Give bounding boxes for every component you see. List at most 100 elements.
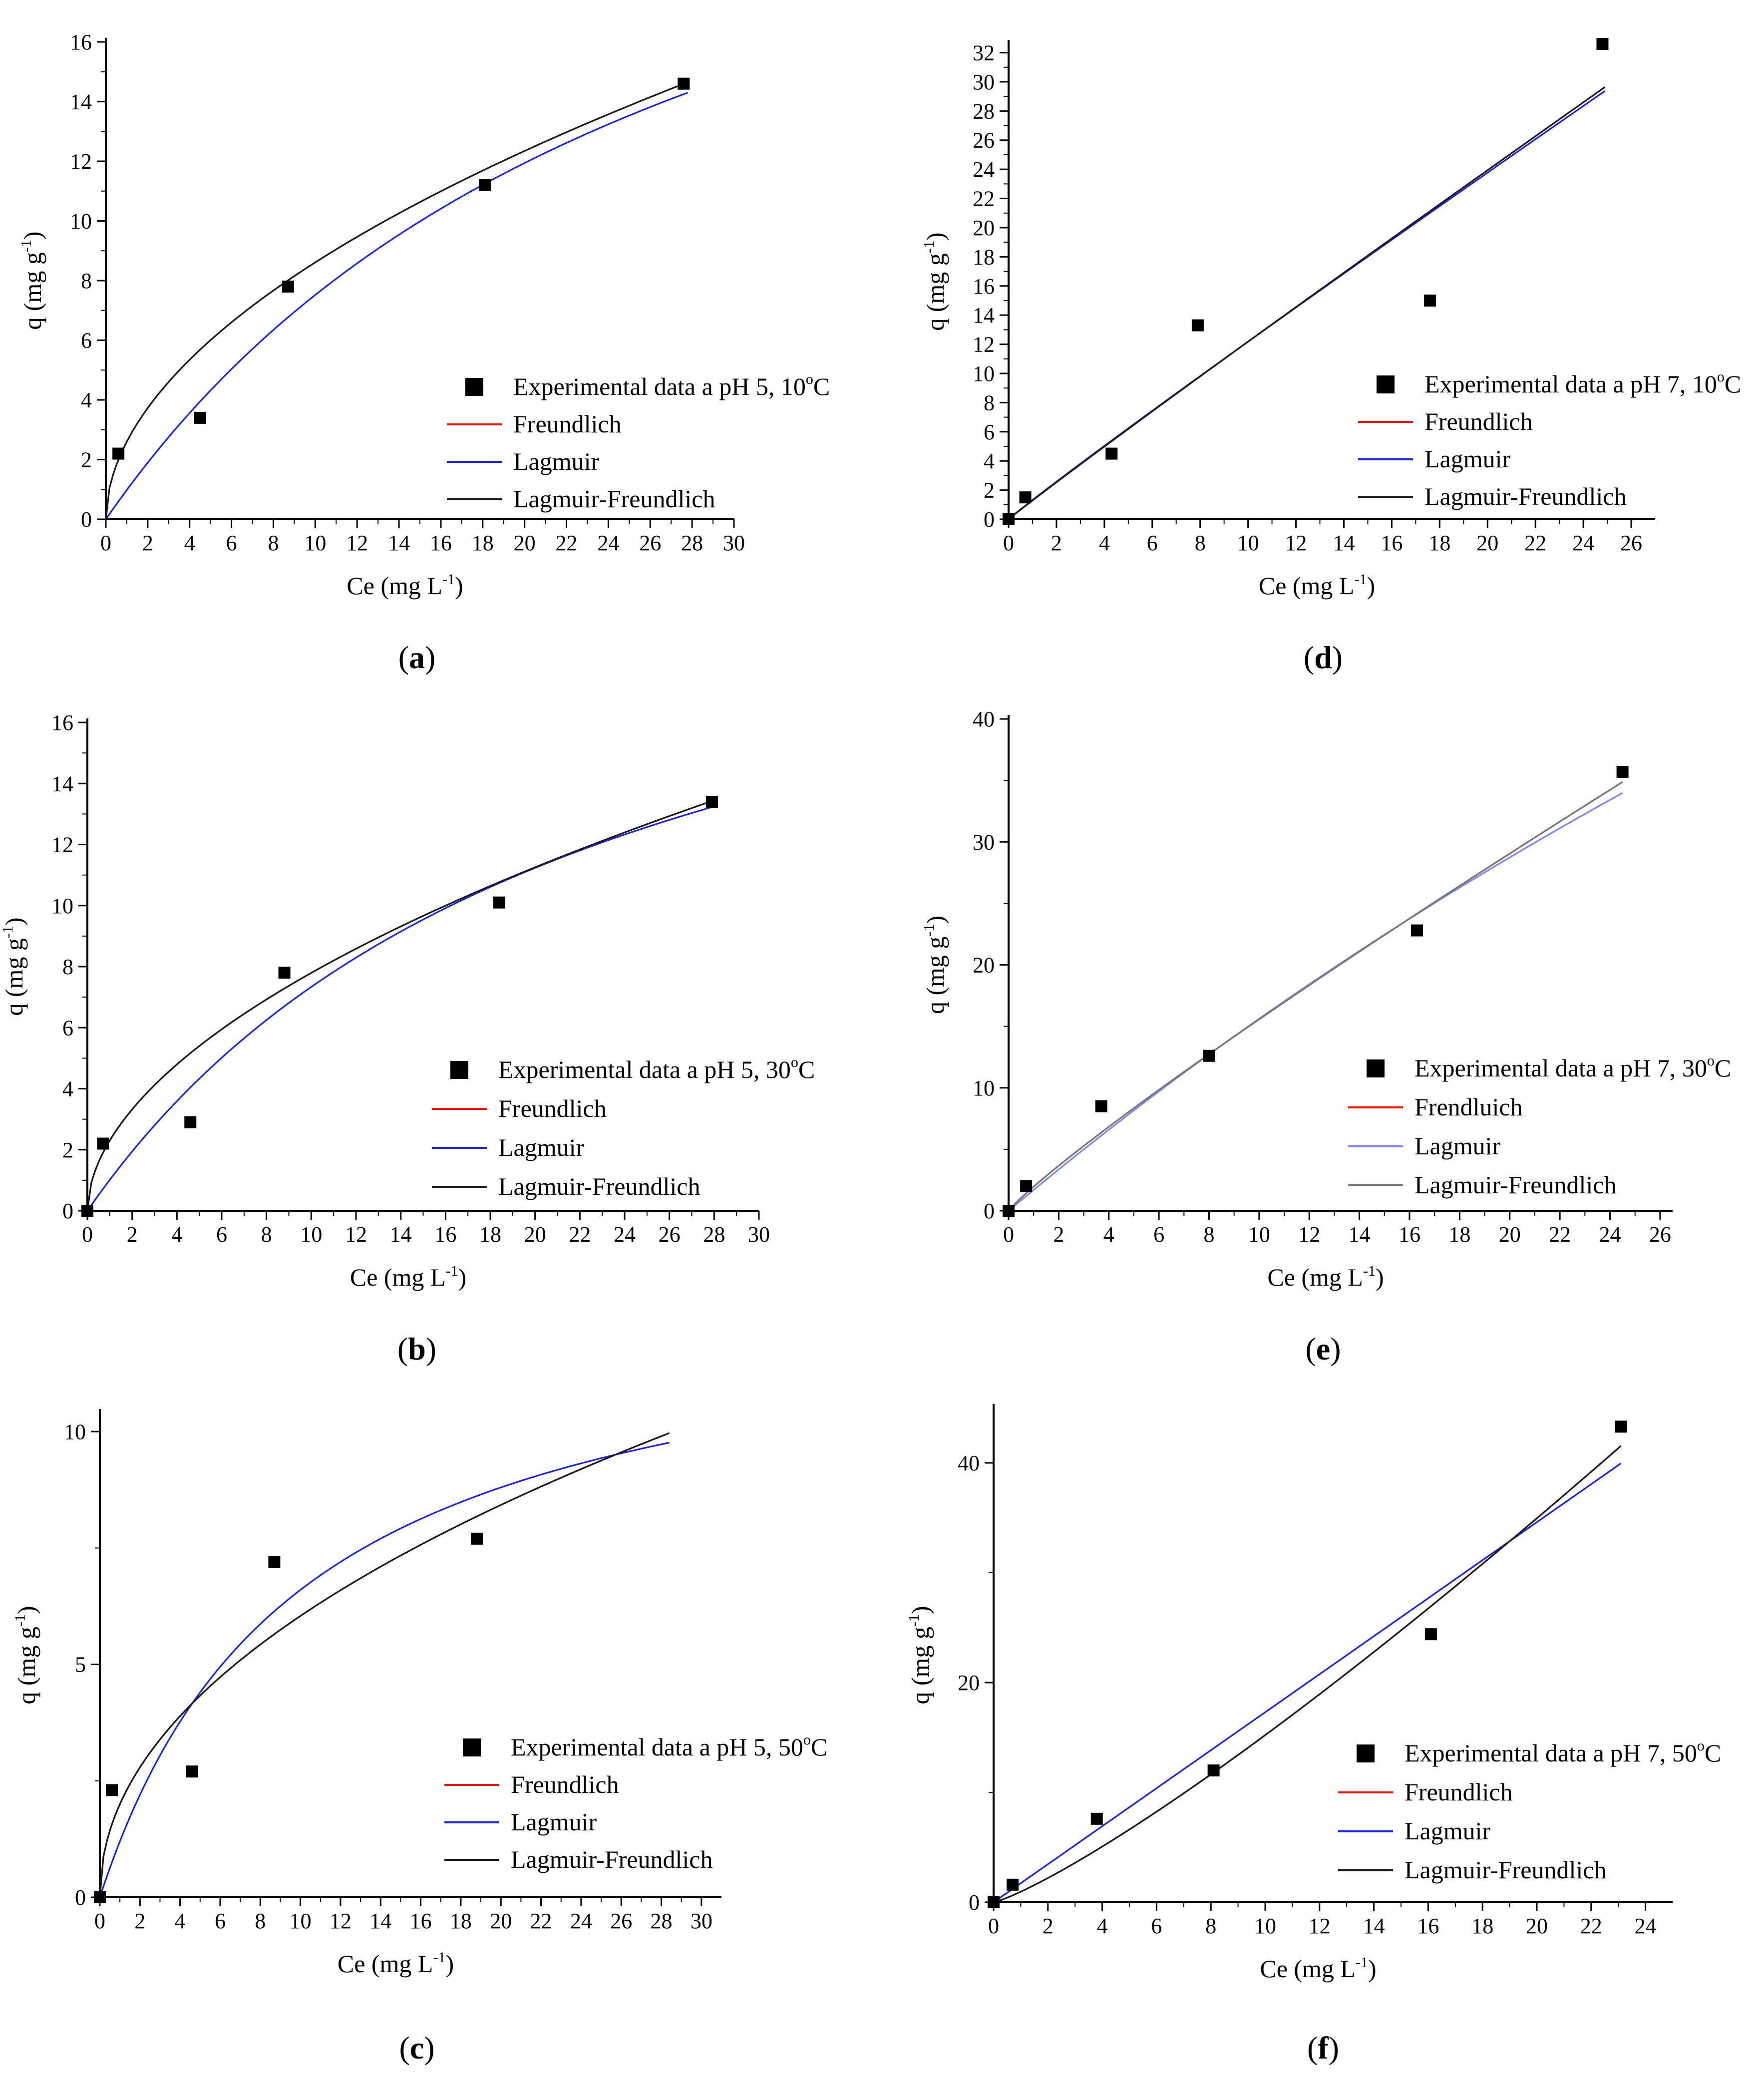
x-tick-label: 2 bbox=[1051, 531, 1062, 555]
x-tick-label: 12 bbox=[346, 531, 368, 555]
legend-label-degree: o bbox=[803, 1731, 811, 1748]
y-axis-title-main: q (mg g bbox=[906, 1627, 934, 1705]
legend-label-unit: C bbox=[1705, 1739, 1721, 1767]
x-axis-title: Ce (mg L-1) bbox=[347, 571, 463, 600]
x-tick-label: 0 bbox=[82, 1222, 93, 1247]
y-axis-title-main: q (mg g bbox=[12, 1627, 40, 1705]
y-tick-label: 20 bbox=[973, 953, 995, 978]
legend-label-text: Lagmuir bbox=[1414, 1132, 1501, 1160]
data-point bbox=[97, 1137, 109, 1150]
y-tick-label: 0 bbox=[75, 1885, 86, 1910]
x-tick-label: 6 bbox=[215, 1909, 226, 1933]
legend-label-text: Lagmuir-Freundlich bbox=[498, 1172, 700, 1200]
legend-marker-point bbox=[1377, 375, 1395, 393]
legend-label-text: Lagmuir-Freundlich bbox=[1414, 1171, 1616, 1199]
legend-label-text: Freundlich bbox=[513, 410, 622, 438]
caption-letter-c: c bbox=[409, 2030, 424, 2066]
curve-freundlich bbox=[1008, 86, 1606, 520]
x-tick-label: 6 bbox=[1147, 531, 1158, 555]
x-tick-label: 22 bbox=[1580, 1914, 1602, 1938]
data-point bbox=[678, 77, 690, 90]
data-point bbox=[106, 1784, 118, 1796]
legend-label: Lagmuir bbox=[1414, 1132, 1501, 1160]
legend-label: Experimental data a pH 7, 30oC bbox=[1414, 1052, 1731, 1082]
legend-label-text: Experimental data a pH 7, 10 bbox=[1424, 370, 1717, 398]
data-point bbox=[1090, 1812, 1103, 1825]
legend-label: Experimental data a pH 5, 30oC bbox=[498, 1054, 815, 1083]
data-point bbox=[1003, 1205, 1015, 1217]
data-point bbox=[268, 1556, 281, 1568]
curve-lagmuir bbox=[1008, 90, 1606, 520]
data-point bbox=[1020, 1180, 1033, 1192]
x-tick-label: 8 bbox=[268, 531, 279, 555]
y-tick-label: 8 bbox=[984, 390, 995, 415]
y-tick-label: 18 bbox=[973, 245, 995, 269]
x-axis-title-sup: -1 bbox=[1356, 1954, 1368, 1971]
legend-label-text: Lagmuir-Freundlich bbox=[1405, 1856, 1606, 1884]
x-tick-label: 10 bbox=[1237, 531, 1259, 555]
x-tick-label: 0 bbox=[94, 1909, 105, 1933]
legend-label-unit: C bbox=[813, 372, 830, 400]
x-tick-label: 30 bbox=[691, 1909, 712, 1933]
y-tick-label: 10 bbox=[973, 1076, 995, 1100]
y-tick-label: 2 bbox=[62, 1138, 73, 1162]
curve-frendluich bbox=[1008, 781, 1623, 1212]
x-axis-title-main: Ce (mg L bbox=[1260, 1955, 1356, 1983]
y-tick-label: 4 bbox=[984, 449, 995, 473]
data-point bbox=[1616, 765, 1629, 778]
x-tick-label: 16 bbox=[1381, 531, 1403, 555]
legend-label-unit: C bbox=[1725, 370, 1741, 398]
x-tick-label: 14 bbox=[1349, 1222, 1371, 1247]
x-axis-title-sup: -1 bbox=[442, 571, 455, 588]
x-tick-label: 26 bbox=[610, 1909, 632, 1933]
y-tick-label: 6 bbox=[984, 420, 995, 444]
x-axis-title-sup: -1 bbox=[445, 1263, 458, 1279]
legend: Experimental data a pH 7, 30oC Frendluich… bbox=[1348, 1052, 1731, 1199]
x-tick-label: 30 bbox=[723, 531, 745, 555]
legend: Experimental data a pH 7, 10oC Freundlich… bbox=[1358, 368, 1741, 510]
x-tick-label: 18 bbox=[472, 531, 494, 555]
x-tick-label: 18 bbox=[1471, 1914, 1493, 1938]
y-tick-label: 0 bbox=[984, 1199, 995, 1223]
legend-label: Lagmuir-Freundlich bbox=[1424, 482, 1626, 510]
x-tick-label: 18 bbox=[479, 1222, 501, 1247]
x-tick-label: 14 bbox=[369, 1909, 391, 1933]
y-tick-label: 14 bbox=[973, 303, 995, 328]
x-tick-label: 18 bbox=[450, 1909, 472, 1933]
data-point bbox=[1105, 447, 1118, 460]
y-tick-label: 5 bbox=[75, 1653, 86, 1677]
x-tick-label: 10 bbox=[1254, 1914, 1276, 1938]
chart-b: 0 2 4 6 8 10 12 14 16 18 20 22 24 26 28 300246810121416… bbox=[0, 710, 815, 1291]
y-tick-label: 2 bbox=[984, 478, 995, 503]
x-tick-label: 20 bbox=[524, 1222, 546, 1247]
y-axis-title-tail: ) bbox=[921, 232, 949, 241]
y-axis-title-main: q (mg g bbox=[0, 938, 28, 1016]
x-tick-label: 16 bbox=[410, 1909, 432, 1933]
data-point bbox=[1003, 513, 1015, 525]
x-tick-label: 20 bbox=[1526, 1914, 1548, 1938]
y-tick-label: 40 bbox=[973, 707, 995, 731]
y-axis-title-tail: ) bbox=[12, 1606, 40, 1614]
curve-freundlich bbox=[993, 1445, 1622, 1903]
x-tick-label: 22 bbox=[1524, 531, 1546, 555]
y-tick-label: 16 bbox=[51, 710, 73, 735]
data-point bbox=[478, 179, 491, 191]
legend-label-unit: C bbox=[798, 1055, 815, 1083]
y-axis-title: q (mg g-1) bbox=[12, 1606, 40, 1704]
x-tick-label: 0 bbox=[1003, 1222, 1014, 1247]
legend-label-text: Lagmuir bbox=[1405, 1817, 1491, 1845]
legend-label: Experimental data a pH 7, 50oC bbox=[1405, 1737, 1721, 1767]
x-tick-label: 26 bbox=[639, 531, 661, 555]
data-point bbox=[184, 1116, 197, 1128]
y-axis-title: q (mg g-1) bbox=[18, 231, 46, 330]
y-tick-label: 16 bbox=[70, 30, 92, 54]
legend-label-text: Lagmuir bbox=[511, 1808, 597, 1836]
x-tick-label: 2 bbox=[1053, 1222, 1064, 1247]
y-tick-label: 28 bbox=[973, 99, 995, 123]
legend-label: Lagmuir-Freundlich bbox=[498, 1172, 700, 1200]
x-axis-title-tail: ) bbox=[458, 1263, 466, 1291]
x-tick-label: 10 bbox=[290, 1909, 312, 1933]
x-tick-label: 0 bbox=[100, 531, 111, 555]
